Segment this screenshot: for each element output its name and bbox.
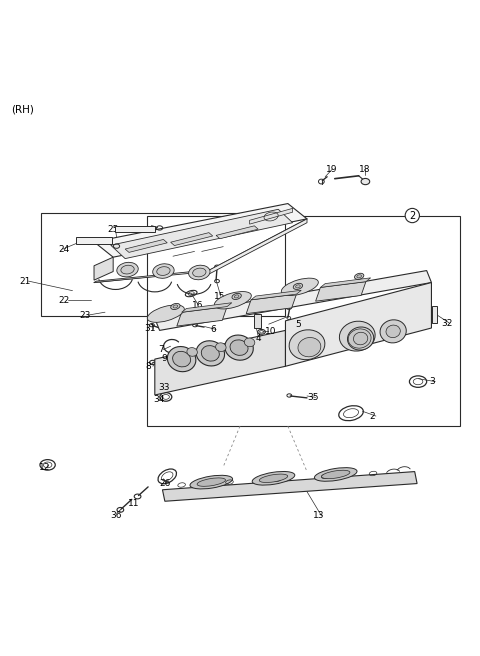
Ellipse shape: [214, 291, 252, 309]
Text: 18: 18: [359, 165, 370, 174]
Ellipse shape: [296, 285, 300, 288]
Ellipse shape: [121, 265, 134, 274]
Text: (RH): (RH): [11, 104, 34, 114]
Ellipse shape: [380, 320, 406, 343]
Text: 2: 2: [369, 411, 375, 420]
Polygon shape: [94, 270, 211, 283]
Ellipse shape: [322, 470, 350, 479]
Ellipse shape: [196, 340, 225, 366]
Ellipse shape: [192, 268, 206, 277]
Text: 33: 33: [158, 383, 170, 392]
Ellipse shape: [187, 348, 197, 356]
Ellipse shape: [298, 337, 321, 357]
Ellipse shape: [259, 474, 288, 482]
Ellipse shape: [117, 262, 138, 277]
Text: 36: 36: [110, 511, 121, 520]
Text: 2: 2: [409, 211, 415, 220]
Text: 8: 8: [146, 362, 152, 371]
Text: 23: 23: [80, 310, 91, 319]
Ellipse shape: [225, 335, 253, 360]
Ellipse shape: [230, 340, 248, 356]
Text: 3: 3: [429, 377, 435, 386]
Bar: [115, 226, 156, 232]
Ellipse shape: [281, 278, 318, 295]
Polygon shape: [177, 306, 227, 326]
Text: 7: 7: [158, 345, 164, 354]
Ellipse shape: [339, 321, 375, 351]
Polygon shape: [125, 239, 167, 253]
Text: 5: 5: [295, 319, 301, 329]
Ellipse shape: [252, 472, 295, 485]
Text: 12: 12: [39, 463, 50, 472]
Ellipse shape: [201, 346, 219, 361]
Text: 21: 21: [20, 277, 31, 285]
Text: 24: 24: [58, 245, 70, 253]
Ellipse shape: [197, 478, 226, 486]
Polygon shape: [155, 331, 286, 395]
Ellipse shape: [190, 476, 233, 489]
Text: 13: 13: [313, 511, 324, 520]
Ellipse shape: [173, 305, 178, 308]
Ellipse shape: [147, 305, 184, 322]
Text: 34: 34: [153, 396, 164, 404]
Polygon shape: [286, 283, 432, 366]
Ellipse shape: [153, 264, 174, 278]
Text: 26: 26: [159, 479, 171, 488]
Text: 9: 9: [161, 354, 167, 363]
Polygon shape: [316, 281, 366, 301]
Ellipse shape: [168, 346, 196, 372]
Ellipse shape: [171, 304, 180, 310]
Text: 10: 10: [265, 327, 276, 336]
Ellipse shape: [293, 283, 302, 289]
Ellipse shape: [357, 275, 361, 278]
Text: 6: 6: [210, 325, 216, 334]
Polygon shape: [111, 209, 293, 258]
Text: 25: 25: [107, 225, 119, 234]
Polygon shape: [246, 294, 297, 314]
Ellipse shape: [232, 293, 241, 300]
Bar: [432, 306, 437, 323]
Bar: [76, 237, 112, 244]
Ellipse shape: [386, 325, 400, 338]
Polygon shape: [155, 270, 432, 331]
Text: 19: 19: [326, 165, 337, 174]
Text: 16: 16: [192, 300, 204, 310]
Bar: [147, 216, 460, 426]
Bar: [41, 213, 286, 316]
Polygon shape: [251, 291, 301, 300]
Ellipse shape: [289, 330, 325, 359]
Ellipse shape: [244, 338, 255, 347]
Ellipse shape: [189, 265, 210, 279]
Text: 15: 15: [214, 292, 226, 301]
Polygon shape: [170, 233, 213, 245]
Ellipse shape: [314, 468, 357, 482]
Polygon shape: [94, 203, 307, 257]
Ellipse shape: [234, 295, 239, 298]
Ellipse shape: [348, 329, 371, 348]
Text: 4: 4: [255, 334, 261, 343]
Text: 22: 22: [58, 296, 70, 305]
Text: 31: 31: [144, 325, 156, 333]
Bar: [254, 314, 261, 328]
Ellipse shape: [348, 327, 374, 350]
Polygon shape: [216, 226, 258, 239]
Polygon shape: [321, 278, 371, 287]
Polygon shape: [94, 257, 113, 280]
Polygon shape: [162, 472, 417, 501]
Ellipse shape: [216, 343, 226, 352]
Ellipse shape: [173, 352, 191, 367]
Ellipse shape: [353, 333, 368, 345]
Text: 11: 11: [128, 499, 139, 508]
Text: 32: 32: [441, 319, 452, 328]
Ellipse shape: [157, 267, 170, 276]
Polygon shape: [250, 209, 293, 224]
Text: 35: 35: [307, 393, 319, 402]
Ellipse shape: [355, 274, 364, 279]
Polygon shape: [181, 302, 232, 312]
Ellipse shape: [361, 178, 370, 184]
Polygon shape: [206, 219, 307, 276]
